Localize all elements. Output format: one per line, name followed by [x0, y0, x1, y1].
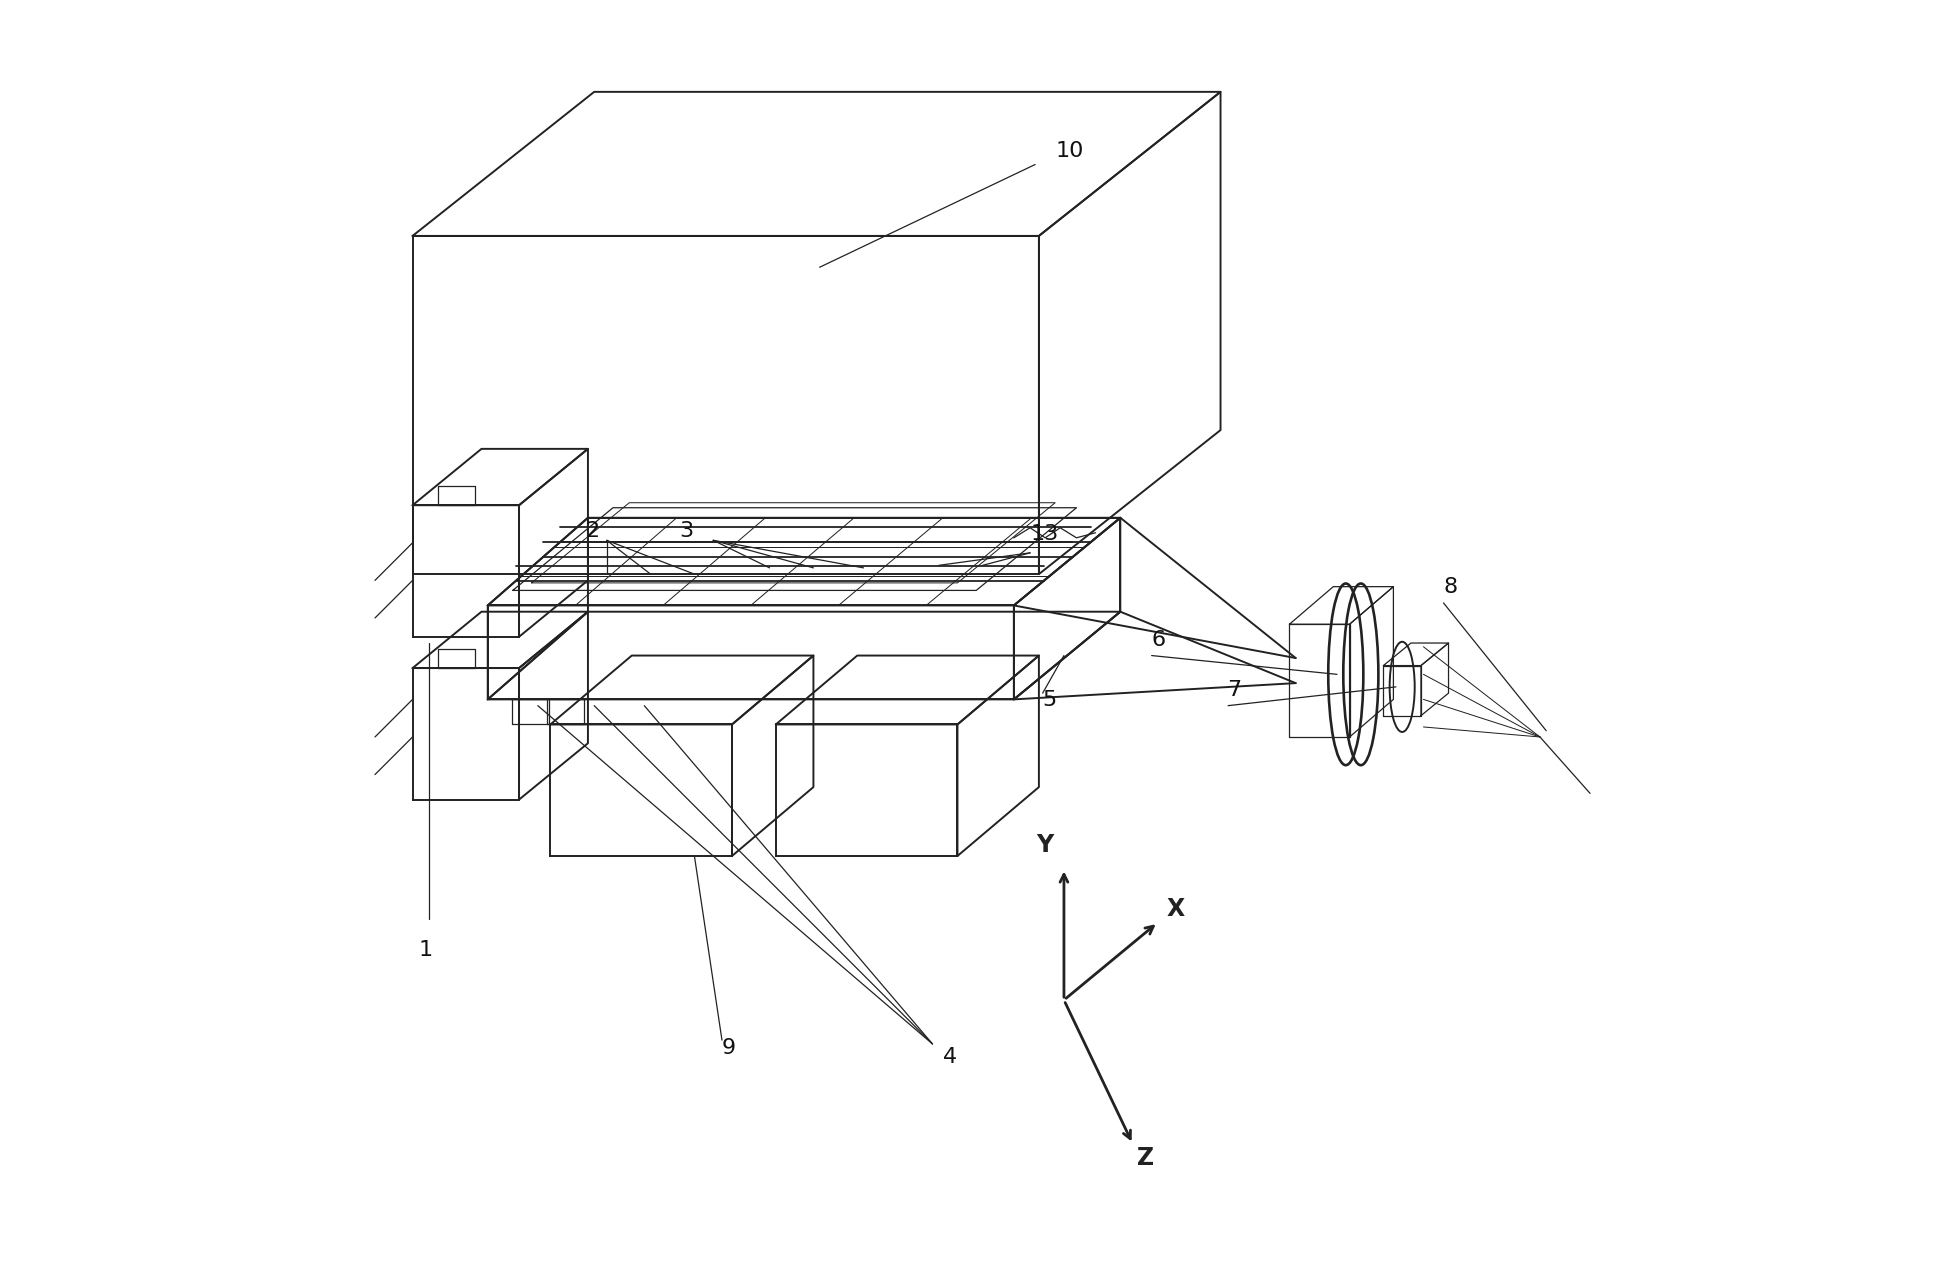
- Text: 13: 13: [1030, 525, 1059, 545]
- Text: Y: Y: [1035, 834, 1053, 857]
- Text: 10: 10: [1055, 141, 1084, 161]
- Text: X: X: [1165, 897, 1185, 921]
- Text: Z: Z: [1136, 1146, 1154, 1170]
- Text: 3: 3: [679, 521, 692, 541]
- Text: 9: 9: [721, 1038, 735, 1058]
- Text: 7: 7: [1225, 680, 1241, 700]
- Text: 2: 2: [586, 521, 599, 541]
- Text: 1: 1: [419, 941, 432, 960]
- Text: 5: 5: [1041, 690, 1057, 710]
- Text: 8: 8: [1443, 578, 1456, 596]
- Text: 4: 4: [942, 1047, 956, 1067]
- Text: 6: 6: [1152, 629, 1165, 649]
